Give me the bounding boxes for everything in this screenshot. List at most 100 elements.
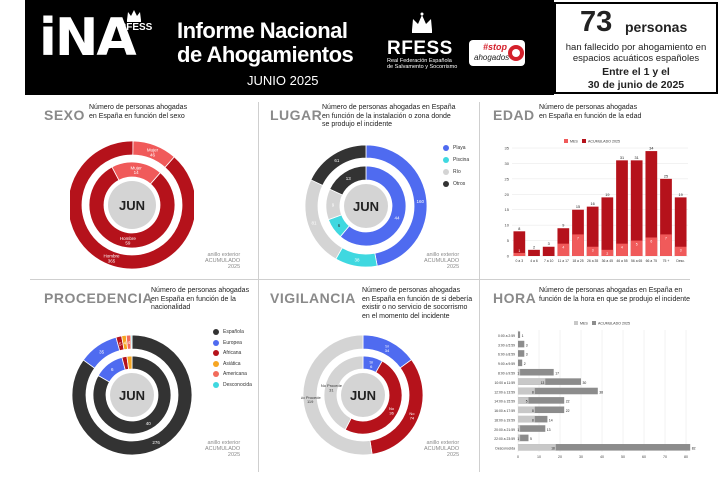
edad-value-mes: 6 bbox=[650, 239, 652, 243]
hora-legend-swatch bbox=[592, 321, 596, 325]
sexo-outer-slice-1 bbox=[132, 140, 175, 168]
sexo-inner-label-1: Mujer 14 bbox=[131, 165, 143, 175]
lugar-outer-label-2: 81 bbox=[312, 220, 318, 225]
hora-ytick: 10:00 a 11:59 bbox=[495, 381, 516, 385]
edad-value-mes: 3 bbox=[592, 249, 594, 253]
proc-outer-slice-5 bbox=[130, 334, 133, 350]
legend-dot bbox=[443, 181, 449, 187]
hora-bar-acumulado bbox=[518, 444, 691, 451]
edad-ytick: 5 bbox=[507, 238, 510, 243]
hora-ytick: 6:00 a 8:59 bbox=[498, 353, 515, 357]
edad-bar-mes bbox=[513, 252, 526, 256]
hora-value-acumulado: 3 bbox=[526, 353, 528, 357]
edad-legend-label: ACUMULADO 2025 bbox=[588, 140, 620, 144]
edad-value-acumulado: 31 bbox=[635, 156, 639, 160]
hora-ytick: 20:00 a 21:59 bbox=[494, 428, 515, 432]
edad-xtick: 75 + bbox=[663, 259, 670, 263]
lugar-inner-label-2: 9 bbox=[332, 203, 335, 208]
edad-bar-mes bbox=[572, 234, 584, 256]
edad-value-acumulado: 16 bbox=[591, 202, 595, 206]
lugar-inner-label-0: 44 bbox=[395, 215, 401, 220]
rfess-subtitle-1: Real Federación Española bbox=[387, 58, 452, 64]
lugar-inner-slice-3 bbox=[329, 165, 367, 196]
donut-center-label: JUN bbox=[119, 388, 145, 403]
edad-bar-acumulado bbox=[586, 206, 599, 256]
vig-outer-label-1: No 74 bbox=[409, 411, 415, 420]
edad-xtick: 11 a 17 bbox=[558, 259, 569, 263]
hora-bar-acumulado bbox=[518, 378, 581, 385]
edad-value-acumulado: 19 bbox=[605, 193, 609, 197]
edad-bar-mes bbox=[616, 243, 628, 256]
panel-desc-edad: Número de personas ahogadas en España en … bbox=[539, 104, 642, 120]
edad-ytick: 30 bbox=[505, 161, 510, 166]
hora-value-mes: 5 bbox=[526, 400, 528, 404]
vig-inner-label-1: No 36 bbox=[389, 406, 395, 415]
edad-bar-acumulado bbox=[557, 228, 570, 256]
edad-value-mes: 2 bbox=[606, 252, 608, 256]
hora-value-acumulado: 38 bbox=[599, 390, 603, 394]
hora-value-acumulado: 1 bbox=[522, 334, 524, 338]
proc-outer-label-2: 5 bbox=[119, 341, 122, 346]
report-title-line1: Informe Nacional bbox=[177, 18, 348, 43]
hora-ytick: 9:00 a 9:59 bbox=[498, 362, 515, 366]
legend-label: Playa bbox=[453, 145, 466, 151]
edad-ytick: 0 bbox=[507, 254, 510, 259]
hora-legend-label: MES bbox=[580, 322, 588, 326]
hora-value-acumulado: 22 bbox=[566, 409, 570, 413]
hora-bar-acumulado bbox=[518, 406, 565, 414]
vig-outer-slice-2 bbox=[302, 334, 373, 456]
edad-bar-acumulado bbox=[513, 231, 526, 256]
hora-legend-label: ACUMULADO 2025 bbox=[598, 322, 630, 326]
hora-ytick: 12:00 a 13:59 bbox=[494, 390, 515, 394]
legend-label: Río bbox=[453, 169, 461, 175]
edad-bar-acumulado bbox=[616, 160, 628, 256]
legend-dot bbox=[213, 339, 219, 346]
proc-outer-slice-0 bbox=[71, 334, 193, 456]
legend-label: Africana bbox=[223, 350, 242, 356]
hora-bar-mes bbox=[518, 397, 529, 404]
edad-bar-mes bbox=[645, 237, 658, 256]
edad-value-acumulado: 19 bbox=[679, 193, 683, 197]
legend-label: Piscina bbox=[453, 157, 470, 163]
legend-dot bbox=[443, 169, 449, 175]
edad-ytick: 25 bbox=[505, 176, 510, 181]
divider-vertical-2 bbox=[479, 102, 480, 472]
hora-bar-acumulado bbox=[518, 425, 546, 432]
edad-value-acumulado: 8 bbox=[518, 227, 520, 231]
legend-dot bbox=[443, 145, 449, 151]
edad-value-acumulado: 34 bbox=[649, 147, 653, 151]
edad-ytick: 10 bbox=[505, 223, 510, 228]
edad-bar-acumulado bbox=[674, 197, 687, 256]
summary-number: 73 bbox=[580, 6, 613, 38]
legend-dot bbox=[443, 157, 449, 163]
legend-label: Asiática bbox=[223, 360, 241, 367]
edad-xtick: 46 a 55 bbox=[616, 259, 627, 263]
vig-outer-label-0: Sí 34 bbox=[385, 344, 390, 353]
rfess-logo: RFESS bbox=[387, 38, 453, 59]
donut-center bbox=[110, 373, 154, 417]
edad-ytick: 15 bbox=[505, 207, 510, 212]
donut-chart-sexo: Hombre 365 Mujer 46 Hombre 59 Mujer 14 JUN bbox=[70, 140, 194, 270]
legend-dot bbox=[213, 329, 219, 335]
summary-line2: espacios acuáticos españoles bbox=[572, 53, 700, 64]
hora-bar-acumulado bbox=[518, 350, 525, 357]
sexo-outer-slice-0 bbox=[70, 140, 194, 270]
donut-center bbox=[341, 373, 385, 417]
proc-outer-label-3: 4 bbox=[124, 340, 127, 345]
ina-logo-rfess: RFESS bbox=[119, 22, 153, 33]
donut-center-label: JUN bbox=[119, 198, 145, 213]
edad-xtick: 18 a 25 bbox=[572, 259, 583, 263]
stop-ahogados-logo bbox=[469, 40, 525, 66]
edad-value-acumulado: 2 bbox=[533, 245, 535, 249]
panel-title-procedencia: PROCEDENCIA bbox=[44, 290, 153, 306]
edad-value-mes: 4 bbox=[621, 246, 623, 250]
edad-xtick: 0 a 3 bbox=[516, 259, 524, 263]
ina-logo: iNA bbox=[39, 8, 137, 68]
edad-xtick: Desc. bbox=[676, 259, 685, 263]
proc-outer-label-1: 35 bbox=[99, 350, 105, 355]
hora-bar-acumulado bbox=[518, 359, 523, 367]
hora-xtick: 70 bbox=[663, 455, 667, 459]
edad-legend-swatch bbox=[564, 139, 568, 143]
